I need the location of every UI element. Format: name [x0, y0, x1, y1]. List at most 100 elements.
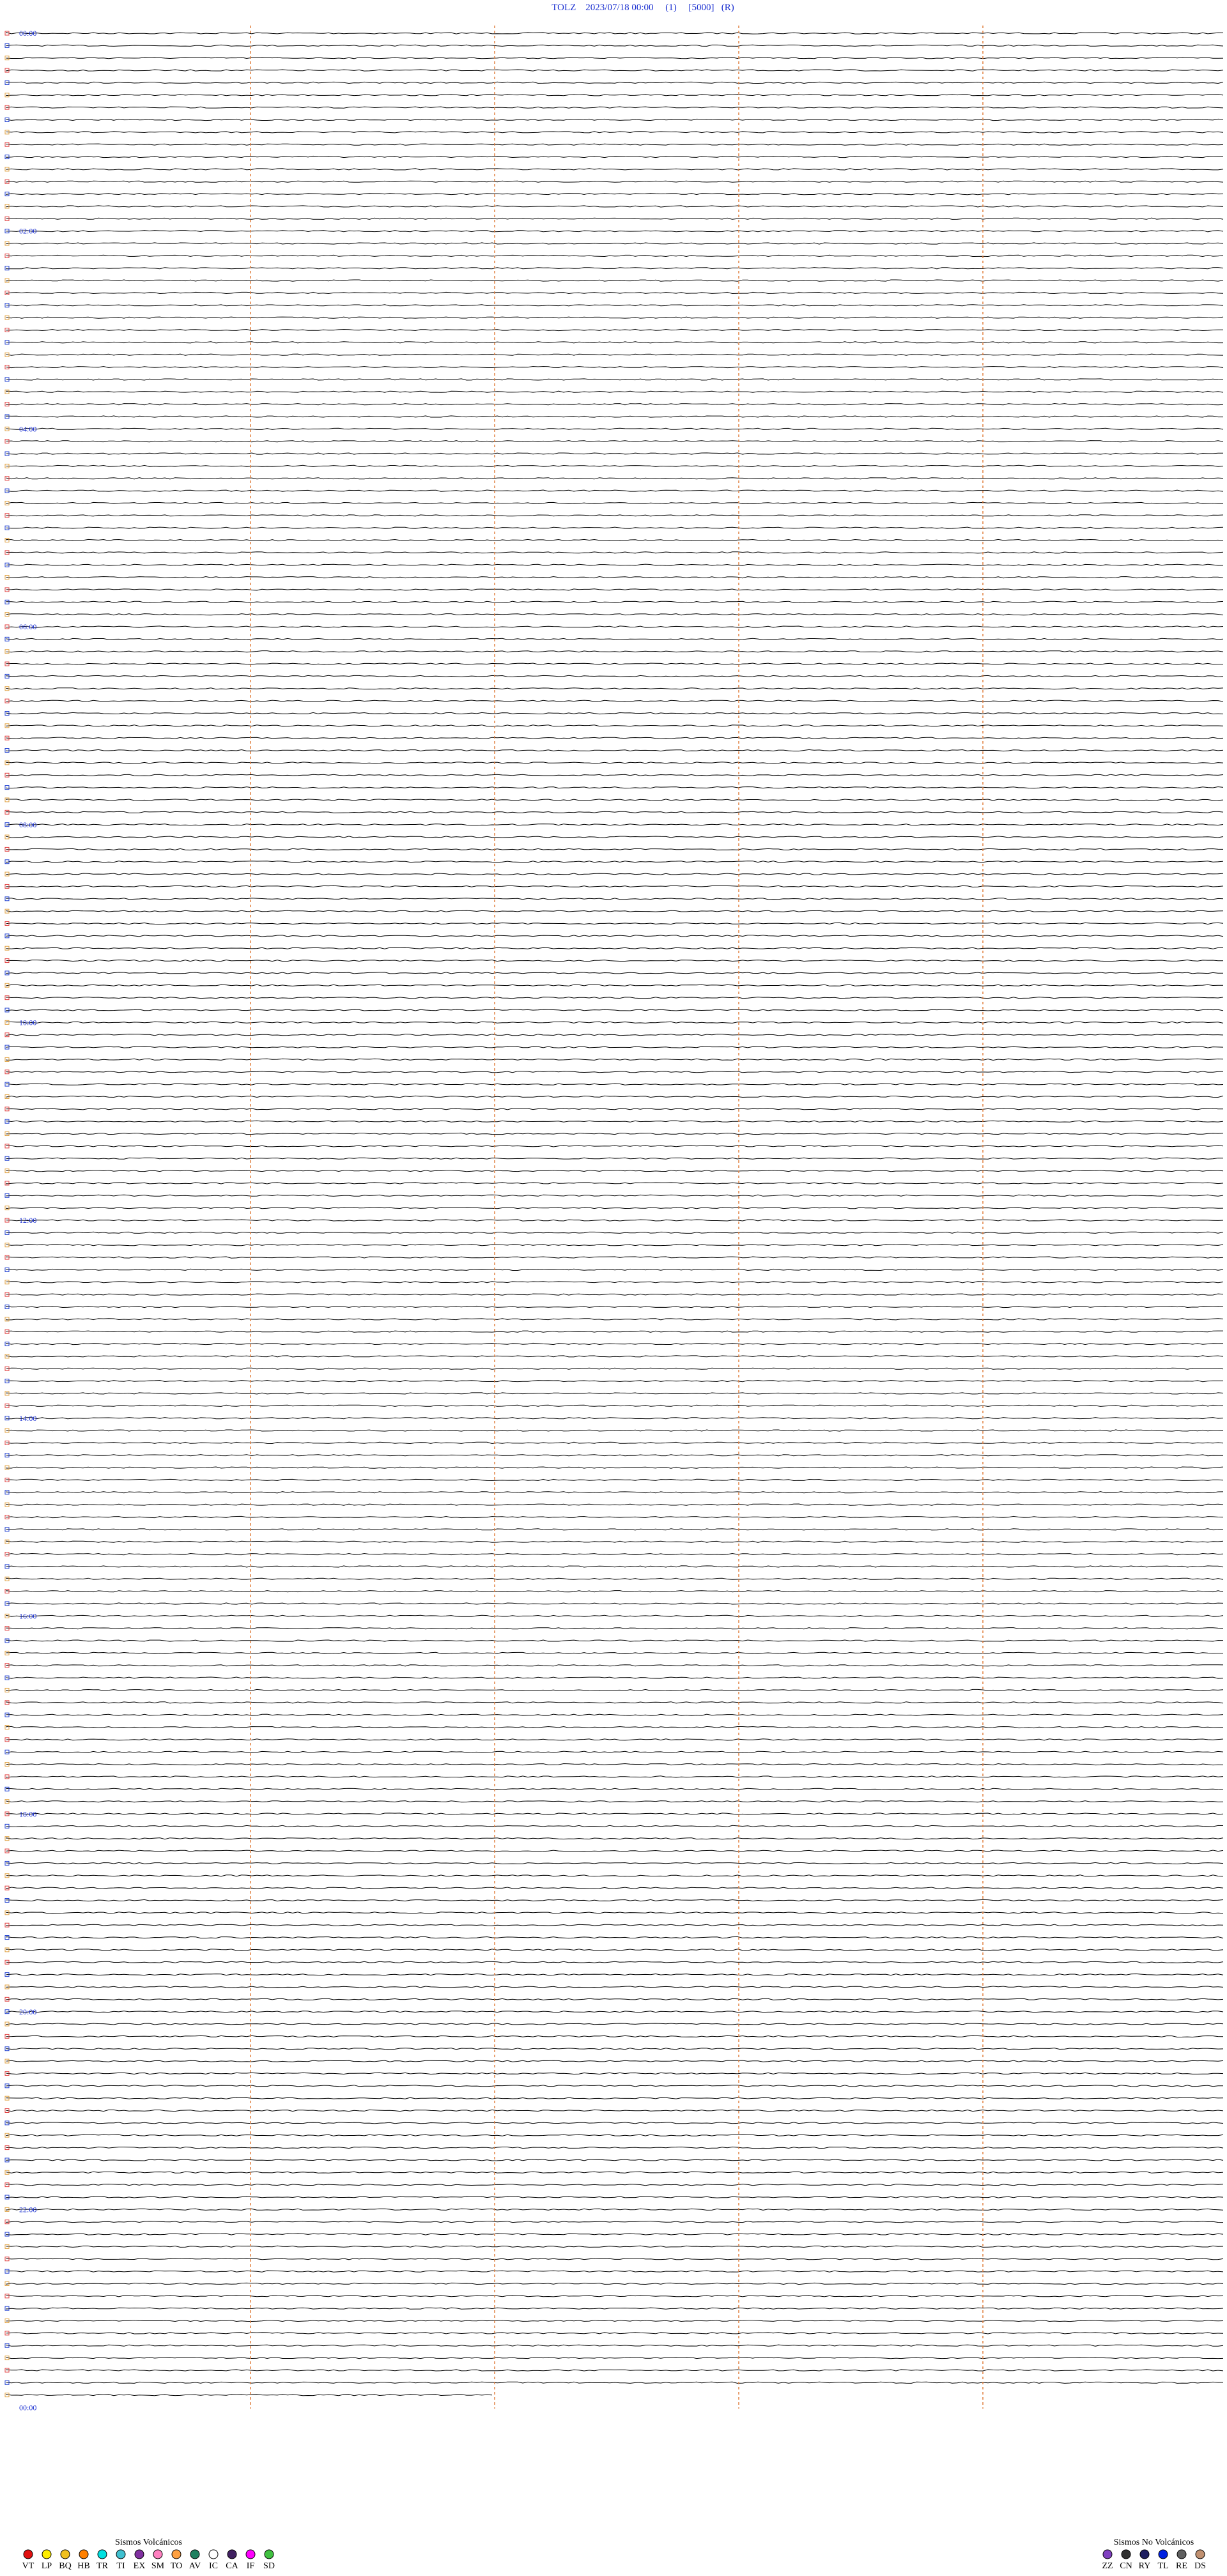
trace-marker [4, 2133, 10, 2138]
trace [6, 650, 1224, 653]
trace [6, 1169, 1224, 1172]
trace [6, 1417, 1224, 1420]
trace-marker [4, 1082, 10, 1087]
trace [6, 1429, 1224, 1432]
trace-marker [4, 476, 10, 481]
trace-marker [4, 908, 10, 914]
trace-marker [4, 1539, 10, 1544]
trace-marker [4, 1749, 10, 1754]
legend-swatch [227, 2549, 237, 2559]
trace-marker [4, 822, 10, 827]
trace-marker [4, 1502, 10, 1507]
legend-code: ZZ [1102, 2561, 1113, 2571]
trace-marker [4, 2120, 10, 2126]
trace-marker [4, 1416, 10, 1421]
trace [6, 402, 1224, 406]
trace-marker [4, 1329, 10, 1334]
trace-marker [4, 2294, 10, 2299]
trace-marker [4, 933, 10, 939]
trace-marker [4, 525, 10, 530]
trace-marker [4, 2220, 10, 2225]
trace [6, 638, 1224, 640]
trace-marker [4, 735, 10, 740]
trace [6, 267, 1224, 270]
trace-marker [4, 1848, 10, 1853]
legend-swatch [1121, 2549, 1131, 2559]
trace-marker [4, 253, 10, 258]
trace-marker [4, 1119, 10, 1124]
trace [6, 304, 1224, 307]
trace-marker [4, 2257, 10, 2262]
trace-marker [4, 760, 10, 765]
time-label: 04:00 [19, 424, 36, 433]
trace [6, 737, 1224, 739]
trace [6, 217, 1224, 220]
trace [6, 502, 1223, 505]
trace-marker [4, 1799, 10, 1804]
trace [6, 1256, 1224, 1259]
legend-code: RE [1176, 2561, 1187, 2571]
trace-marker [4, 1922, 10, 1928]
trace-marker [4, 772, 10, 778]
trace [6, 1936, 1224, 1939]
trace [6, 539, 1224, 542]
trace [6, 1454, 1224, 1457]
trace-marker [4, 1823, 10, 1828]
trace [6, 1305, 1224, 1308]
trace-marker [4, 167, 10, 172]
time-label: 02:00 [19, 227, 36, 236]
trace [6, 168, 1224, 171]
legend-code: CN [1120, 2561, 1132, 2571]
trace-marker [4, 513, 10, 518]
trace [6, 514, 1224, 517]
trace [6, 291, 1224, 295]
trace [6, 2134, 1224, 2136]
trace-marker [4, 1959, 10, 1965]
trace-marker [4, 2034, 10, 2039]
trace-marker [4, 2182, 10, 2188]
trace-marker [4, 2244, 10, 2249]
legend-swatch [190, 2549, 200, 2559]
trace [6, 1751, 1224, 1753]
trace [6, 464, 1224, 468]
trace-marker [4, 352, 10, 357]
trace-marker [4, 1267, 10, 1272]
trace-marker [4, 1255, 10, 1260]
trace-marker [4, 1601, 10, 1606]
legend-swatch [1195, 2549, 1205, 2559]
title: TOLZ 2023/07/18 00:00 (1) [5000] (R) [552, 3, 734, 13]
time-label: 18:00 [19, 1809, 36, 1818]
trace [6, 489, 1224, 492]
trace-marker [4, 1947, 10, 1952]
legend-code: IC [209, 2561, 218, 2571]
trace [6, 1887, 1224, 1889]
trace-marker [4, 1193, 10, 1198]
trace [6, 1034, 1224, 1036]
trace-marker [4, 686, 10, 691]
trace [6, 935, 1224, 937]
trace [6, 254, 1224, 257]
trace [6, 2072, 1224, 2075]
trace-marker [4, 2331, 10, 2336]
legend-swatch [1102, 2549, 1113, 2559]
trace [6, 32, 1224, 34]
trace [6, 2085, 1223, 2087]
trace [6, 551, 1224, 554]
trace [6, 365, 1224, 369]
trace [6, 106, 1224, 109]
trace-marker [4, 130, 10, 135]
legend-title: Sismos No Volcánicos [1114, 2538, 1194, 2547]
trace [6, 762, 1224, 764]
trace [6, 2060, 1224, 2062]
trace-marker [4, 1107, 10, 1112]
trace [6, 1713, 1224, 1716]
trace-marker [4, 2195, 10, 2200]
trace-marker [4, 1032, 10, 1038]
trace-marker [4, 1589, 10, 1594]
legend-swatch [79, 2549, 89, 2559]
trace-marker [4, 884, 10, 889]
trace [6, 1355, 1224, 1358]
trace-marker [4, 2356, 10, 2361]
trace [6, 811, 1224, 813]
